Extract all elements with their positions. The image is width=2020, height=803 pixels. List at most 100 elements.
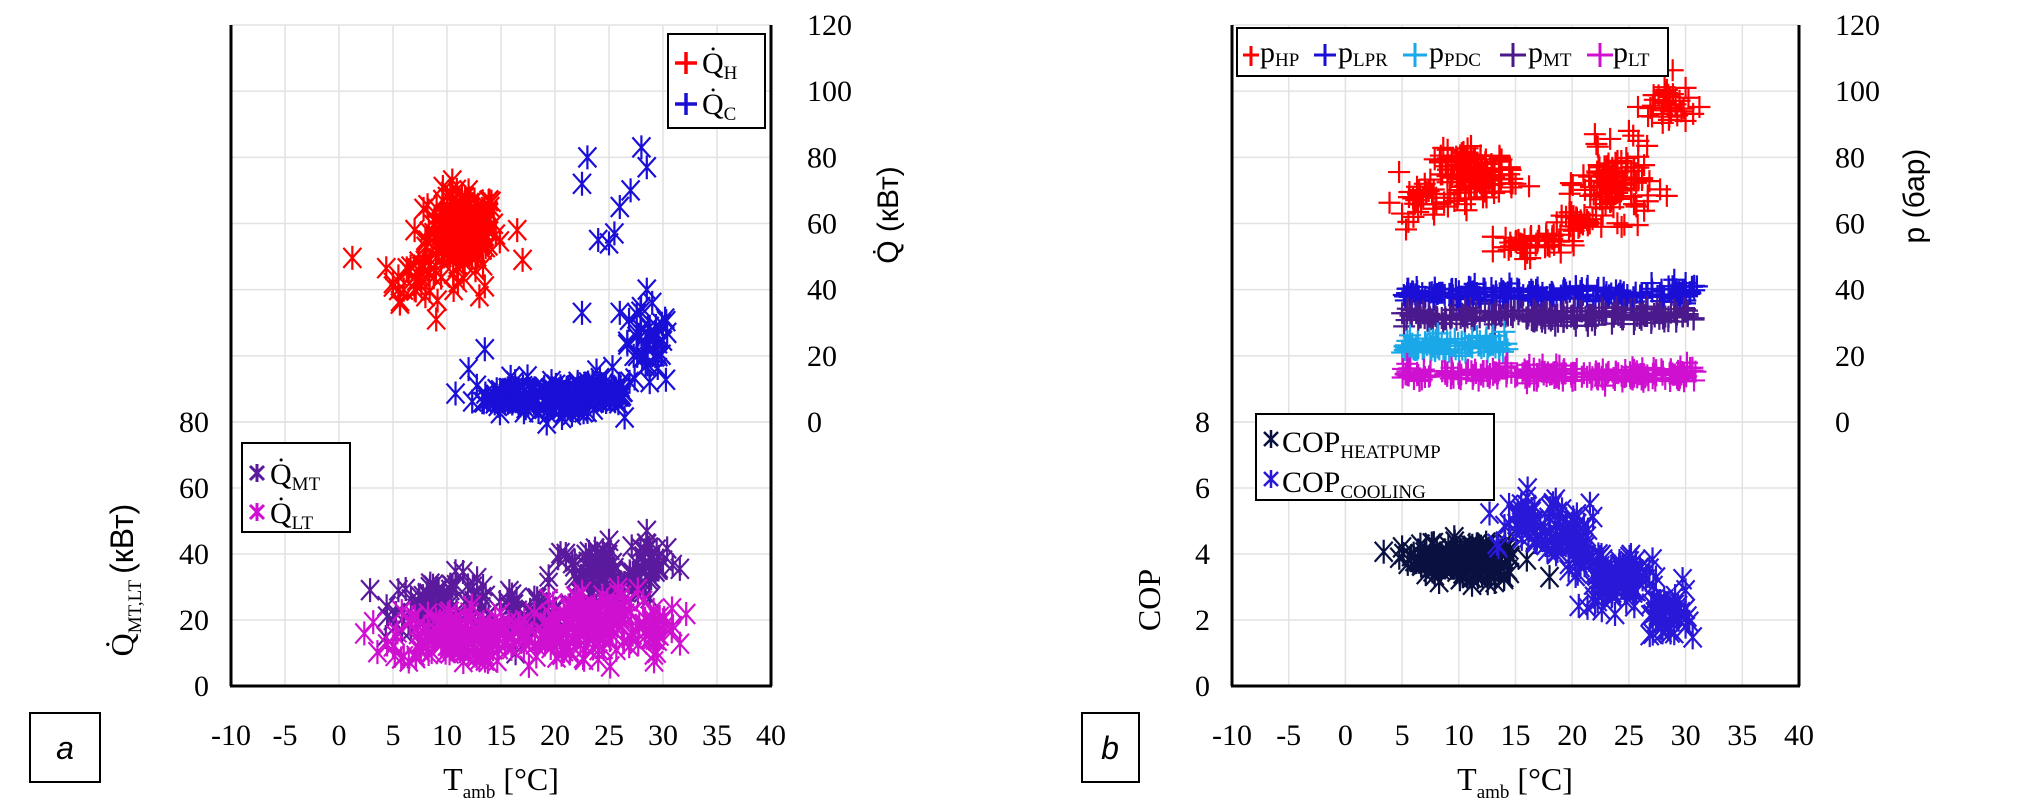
svg-text:pLPR: pLPR	[1338, 36, 1388, 71]
point-q-c	[631, 135, 652, 160]
point-q-c	[656, 309, 677, 334]
point-p-lt	[1631, 357, 1654, 380]
left-y-tick-label: 0	[1195, 670, 1210, 703]
point-p-pdc	[1402, 338, 1425, 361]
point-cop-cooling	[1675, 614, 1696, 639]
point-cop-heatpump	[1397, 551, 1418, 576]
left-y-axis-title-a: Q̇MT,LT(кВт)	[104, 504, 146, 657]
left-y-tick-label: 4	[1195, 538, 1210, 571]
x-tick-label: 20	[1557, 719, 1587, 752]
x-tick-label: 5	[1395, 719, 1410, 752]
point-p-pdc	[1488, 337, 1511, 360]
point-p-lt	[1526, 362, 1549, 385]
point-cop-cooling	[1545, 512, 1566, 537]
point-p-hp	[1591, 204, 1614, 227]
point-q-c	[634, 344, 655, 369]
left-y-tick-label: 20	[179, 604, 209, 637]
point-p-mt	[1626, 304, 1649, 327]
point-p-lt	[1472, 365, 1495, 388]
point-cop-cooling	[1530, 513, 1551, 538]
point-q-h	[512, 247, 533, 272]
point-cop-cooling	[1624, 594, 1645, 619]
svg-text:b: b	[1101, 730, 1119, 766]
point-p-lpr	[1480, 276, 1503, 299]
point-q-mt	[564, 554, 585, 579]
point-q-h	[426, 307, 447, 332]
point-p-hp	[1550, 204, 1573, 227]
point-p-mt	[1565, 306, 1588, 329]
point-q-mt	[360, 578, 380, 603]
point-p-mt	[1664, 301, 1687, 324]
point-p-lpr	[1429, 281, 1452, 304]
point-q-h	[443, 277, 464, 302]
point-p-mt	[1539, 302, 1562, 325]
point-cop-heatpump	[1373, 539, 1394, 564]
point-q-lt	[456, 611, 476, 636]
point-p-hp	[1582, 183, 1605, 206]
point-p-hp	[1437, 158, 1460, 181]
point-q-h	[415, 284, 436, 309]
point-q-lt	[600, 628, 620, 653]
legend-box	[1236, 27, 1669, 77]
svg-text:COPCOOLING: COPCOOLING	[1282, 466, 1426, 503]
left-y-tick-label: 60	[179, 472, 209, 505]
point-p-mt	[1541, 306, 1564, 329]
point-q-c	[651, 342, 672, 367]
point-p-lpr	[1517, 284, 1540, 307]
point-cop-cooling	[1609, 549, 1630, 574]
point-p-lpr	[1425, 283, 1448, 306]
point-p-hp	[1572, 164, 1595, 187]
svg-text:pHP: pHP	[1260, 36, 1299, 71]
point-p-hp	[1688, 95, 1711, 118]
point-cop-cooling	[1639, 623, 1660, 648]
point-cop-cooling	[1564, 509, 1584, 534]
panel-label-b: b	[1081, 712, 1140, 783]
point-p-lpr	[1498, 272, 1521, 295]
point-p-mt	[1407, 304, 1430, 327]
point-p-lpr	[1663, 268, 1686, 291]
point-p-hp	[1518, 175, 1541, 198]
point-p-hp	[1674, 109, 1697, 132]
point-q-c	[514, 400, 534, 425]
point-q-c	[445, 381, 466, 406]
point-q-c	[639, 323, 660, 348]
point-p-lpr	[1564, 275, 1587, 298]
point-q-lt	[644, 649, 664, 674]
point-q-h	[415, 248, 435, 273]
right-y-tick-label: 0	[807, 406, 822, 439]
point-q-h	[490, 229, 510, 254]
point-cop-heatpump	[1484, 570, 1505, 595]
point-cop-cooling	[1639, 556, 1660, 581]
svg-text:Q̇C: Q̇C	[702, 87, 736, 125]
point-p-mt	[1487, 303, 1510, 326]
point-q-h	[507, 218, 528, 243]
point-p-hp	[1590, 215, 1613, 238]
right-y-tick-label: 0	[1835, 406, 1850, 439]
point-p-lt	[1536, 361, 1559, 384]
right-y-axis-title-a: Q̇ (кВт)	[872, 166, 905, 264]
point-cop-cooling	[1593, 547, 1613, 572]
red-plus-marker-icon	[1243, 46, 1259, 66]
point-q-mt	[636, 518, 657, 543]
x-tick-labels-b: -10 -5 0 5 10 15 20 25 30 35 40	[1212, 719, 1814, 752]
point-p-hp	[1586, 135, 1609, 158]
point-p-lt	[1670, 362, 1693, 385]
point-cop-cooling	[1574, 553, 1595, 578]
point-q-c	[578, 370, 598, 395]
x-tick-label: -10	[1212, 719, 1252, 752]
point-cop-cooling	[1488, 535, 1509, 560]
point-q-h	[404, 277, 425, 302]
point-p-pdc	[1451, 338, 1474, 361]
x-tick-label: 15	[486, 719, 516, 752]
point-p-hp	[1559, 215, 1582, 238]
x-axis-title-a: Tamb [°C]	[443, 761, 559, 803]
x-tick-label: 35	[1727, 719, 1757, 752]
point-cop-heatpump	[1429, 547, 1450, 572]
point-q-c	[602, 355, 623, 380]
panel-b: -10 -5 0 5 10 15 20 25 30 35 40 0 20 40 60 80 100 120 0 2…	[1081, 9, 1931, 803]
point-p-mt	[1607, 304, 1630, 327]
point-p-hp	[1498, 156, 1521, 179]
point-p-lpr	[1439, 284, 1462, 307]
point-q-lt	[542, 604, 562, 629]
x-tick-label: -10	[211, 719, 251, 752]
